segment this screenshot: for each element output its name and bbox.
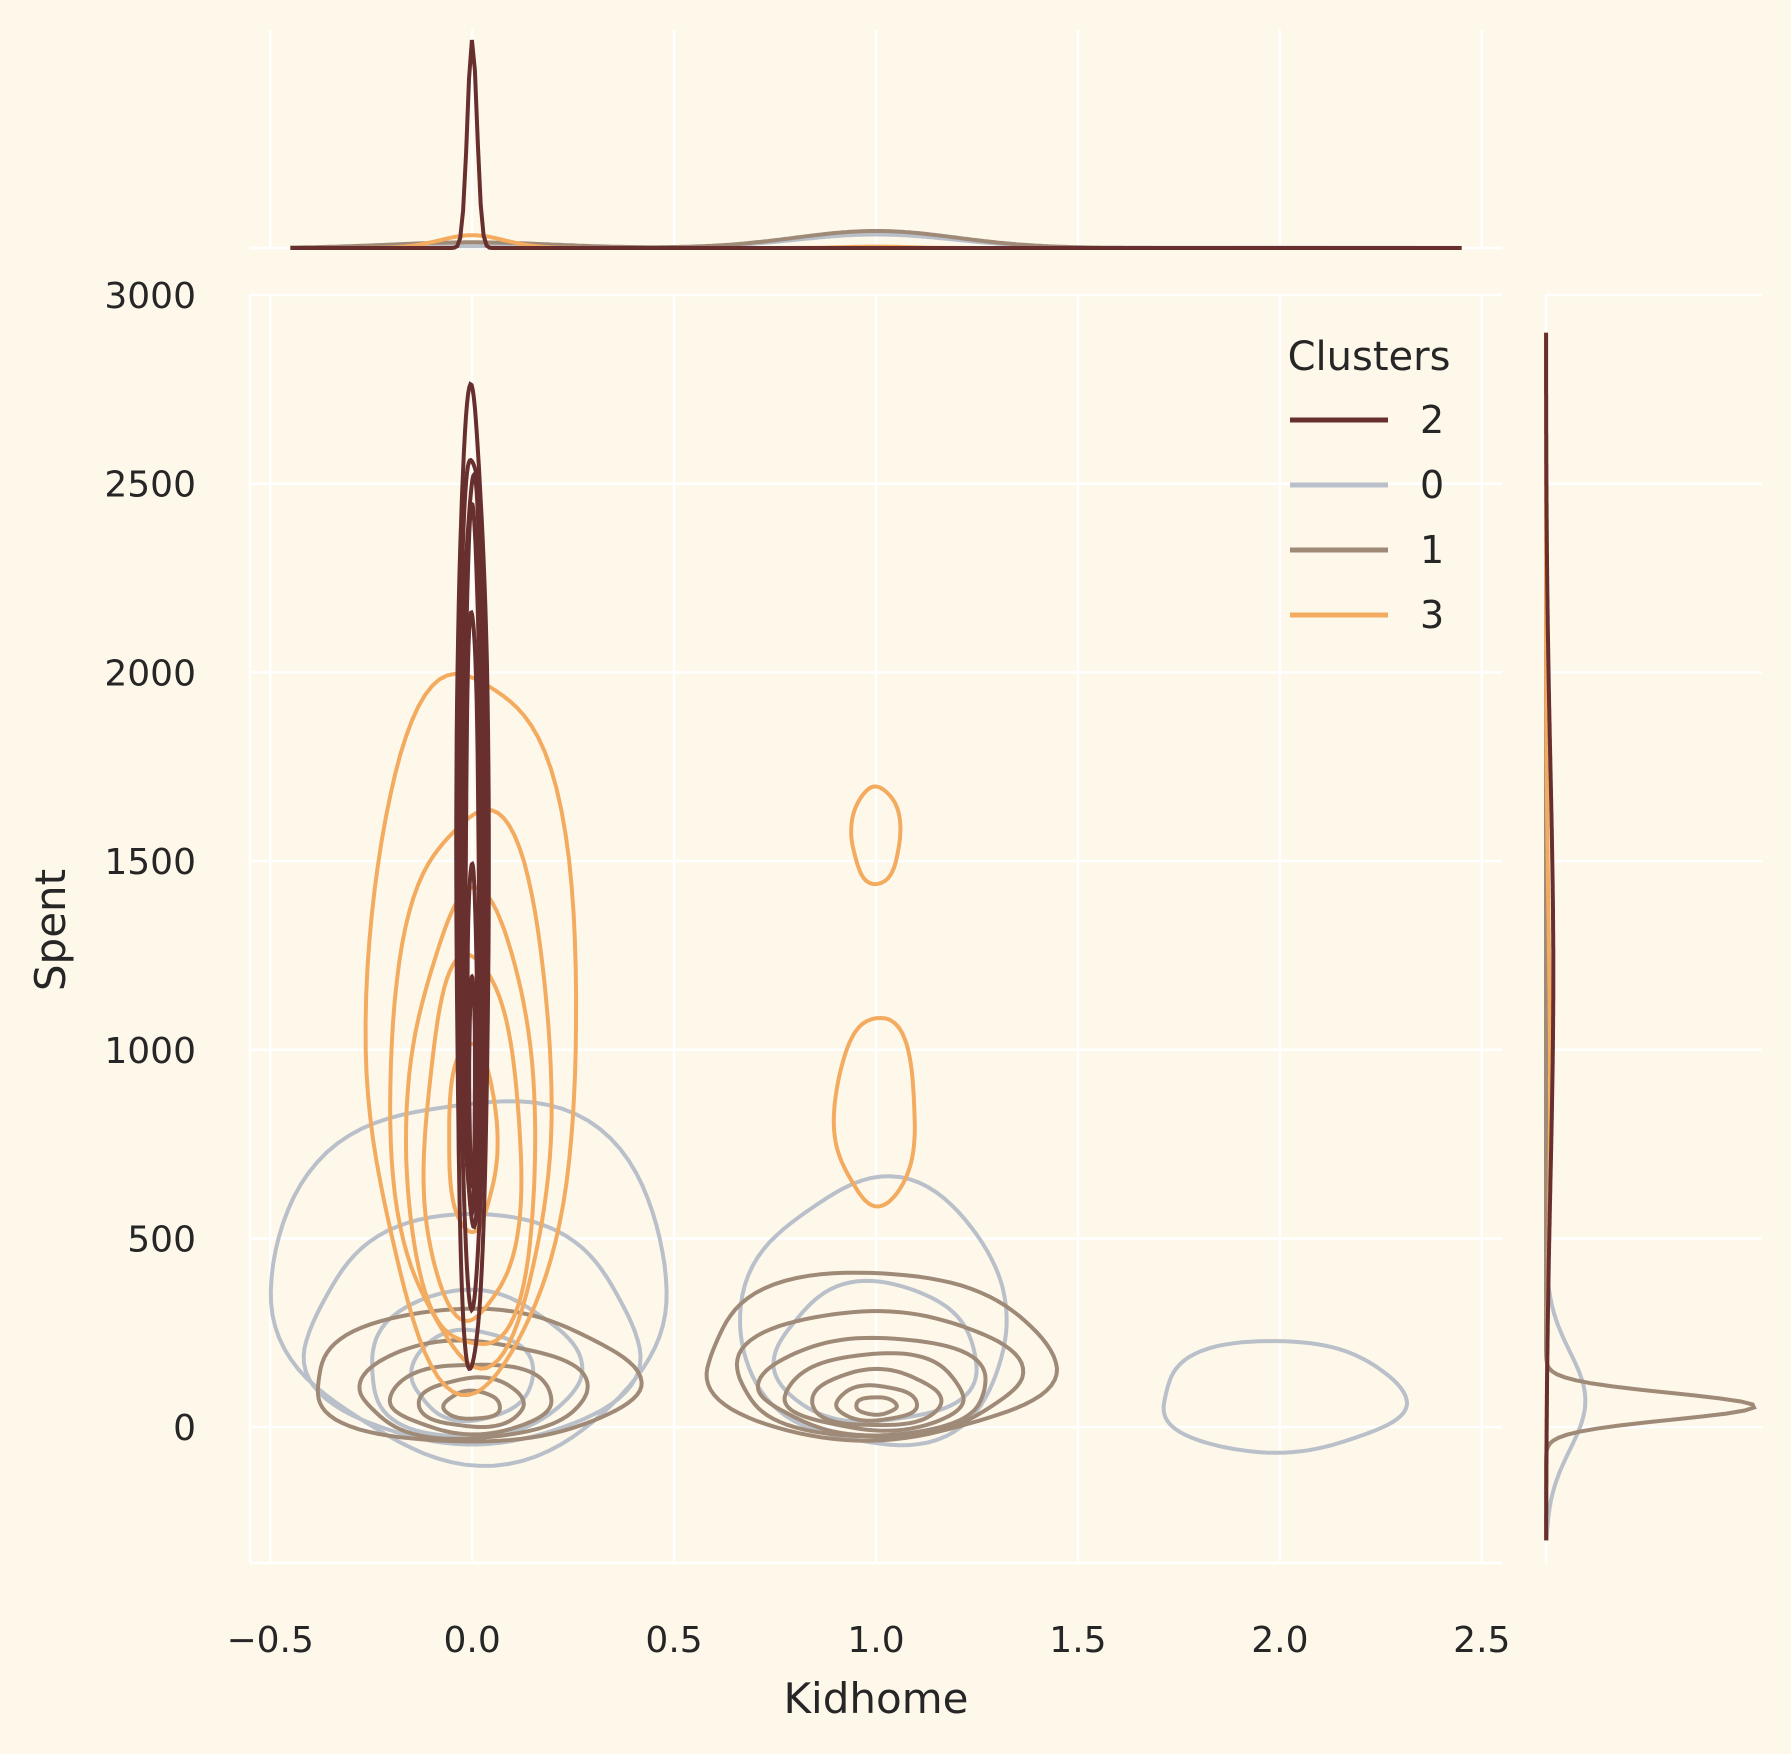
x-tick-label: −0.5 — [226, 1620, 313, 1661]
cluster-3-contour — [388, 807, 554, 1371]
top-marginal-panel — [250, 30, 1502, 250]
cluster-2-contour — [467, 973, 477, 1189]
y-axis-ticks: 0 500 1000 1500 2000 2500 3000 — [104, 276, 196, 1449]
y-tick-label: 2000 — [104, 653, 196, 694]
cluster-1-contour — [357, 1338, 590, 1441]
top-marginal-curves — [290, 39, 1462, 250]
x-tick-label: 2.0 — [1251, 1620, 1308, 1661]
x-tick-label: 2.5 — [1453, 1620, 1510, 1661]
cluster-1-contour — [704, 1270, 1060, 1443]
cluster-1-contour — [854, 1395, 899, 1417]
cluster-3-contour — [363, 671, 579, 1398]
cluster-1-contour — [387, 1362, 554, 1437]
cluster-1-y-marginal — [1544, 332, 1757, 1541]
y-tick-label: 500 — [127, 1219, 196, 1260]
cluster-3-contour — [849, 784, 903, 887]
top-marginal-grid — [250, 30, 1502, 250]
cluster-0-contour — [1161, 1339, 1410, 1455]
right-marginal-panel — [1544, 293, 1762, 1563]
legend-title: Clusters — [1288, 334, 1451, 380]
x-axis-label: Kidhome — [784, 1674, 969, 1723]
cluster-3-contour — [421, 952, 524, 1324]
y-tick-label: 1000 — [104, 1031, 196, 1072]
y-tick-label: 2500 — [104, 465, 196, 506]
x-tick-label: 1.0 — [847, 1620, 904, 1661]
y-axis-label: Spent — [26, 869, 75, 991]
legend-label-1: 1 — [1420, 528, 1444, 572]
cluster-1-contour — [834, 1383, 919, 1423]
cluster-2-contours — [454, 381, 491, 1372]
legend-label-0: 0 — [1420, 463, 1444, 507]
cluster-3-contour — [403, 884, 538, 1347]
cluster-1-contour — [416, 1375, 526, 1429]
cluster-3-contour — [831, 1015, 917, 1209]
x-axis-ticks: −0.5 0.0 0.5 1.0 1.5 2.0 2.5 — [226, 1620, 1510, 1661]
cluster-1-contour — [315, 1306, 644, 1444]
cluster-2-y-marginal — [1544, 332, 1556, 1541]
legend-label-3: 3 — [1420, 593, 1444, 637]
y-tick-label: 3000 — [104, 276, 196, 317]
main-plot-grid — [248, 293, 1502, 1565]
x-tick-label: 1.5 — [1049, 1620, 1106, 1661]
cluster-1-contours — [315, 1270, 1060, 1444]
x-tick-label: 0.0 — [443, 1620, 500, 1661]
main-plot-panel — [248, 293, 1502, 1565]
cluster-2-contour — [458, 470, 486, 1230]
cluster-1-contour — [441, 1388, 502, 1421]
cluster-2-contour — [456, 457, 488, 1314]
cluster-1-contour — [782, 1351, 966, 1433]
cluster-0-contour — [738, 1174, 1009, 1448]
cluster-0-contour — [771, 1278, 979, 1424]
cluster-1-contour — [734, 1309, 1026, 1439]
x-tick-label: 0.5 — [645, 1620, 702, 1661]
main-plot-contours — [268, 381, 1410, 1468]
right-marginal-curves — [1544, 332, 1757, 1541]
legend-label-2: 2 — [1420, 398, 1444, 442]
y-tick-label: 1500 — [104, 842, 196, 883]
cluster-2-x-marginal — [290, 39, 1462, 250]
y-tick-label: 0 — [173, 1408, 196, 1449]
cluster-1-contour — [755, 1335, 988, 1438]
cluster-3-contours — [363, 671, 917, 1398]
cluster-0-contour — [268, 1099, 669, 1468]
cluster-1-contour — [810, 1366, 944, 1428]
